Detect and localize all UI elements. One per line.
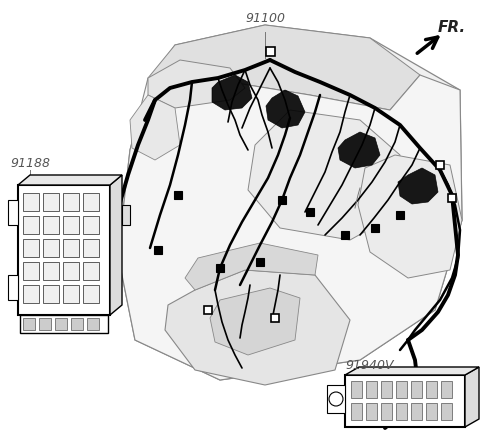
- Bar: [341, 231, 349, 239]
- Bar: [381, 403, 392, 420]
- Bar: [396, 211, 404, 219]
- Bar: [426, 403, 437, 420]
- Polygon shape: [165, 270, 350, 385]
- Bar: [39, 318, 51, 330]
- Bar: [351, 403, 362, 420]
- Bar: [351, 381, 362, 398]
- Bar: [345, 375, 465, 427]
- Bar: [18, 185, 110, 315]
- Polygon shape: [338, 132, 380, 168]
- Bar: [43, 239, 59, 257]
- Bar: [23, 193, 39, 211]
- Bar: [71, 318, 83, 330]
- Polygon shape: [398, 168, 438, 204]
- Bar: [381, 381, 392, 398]
- Text: 91188: 91188: [10, 156, 50, 170]
- Bar: [204, 306, 212, 314]
- Bar: [441, 403, 452, 420]
- Bar: [8, 275, 18, 300]
- Bar: [20, 315, 108, 333]
- Text: FR.: FR.: [438, 20, 466, 36]
- Bar: [23, 239, 39, 257]
- Bar: [83, 216, 99, 234]
- Polygon shape: [465, 367, 479, 427]
- Polygon shape: [358, 155, 462, 278]
- Text: 91100: 91100: [245, 12, 285, 24]
- Bar: [256, 258, 264, 266]
- Bar: [411, 381, 422, 398]
- Bar: [83, 262, 99, 280]
- Bar: [43, 216, 59, 234]
- Bar: [271, 314, 279, 322]
- Polygon shape: [118, 25, 462, 380]
- Bar: [366, 403, 377, 420]
- Bar: [174, 191, 182, 199]
- Polygon shape: [212, 75, 252, 110]
- Bar: [426, 381, 437, 398]
- Bar: [154, 246, 162, 254]
- Polygon shape: [210, 288, 300, 355]
- Polygon shape: [110, 175, 122, 315]
- Bar: [87, 318, 99, 330]
- Bar: [371, 224, 379, 232]
- Bar: [43, 193, 59, 211]
- Bar: [23, 262, 39, 280]
- Polygon shape: [185, 243, 318, 290]
- Bar: [63, 193, 79, 211]
- Polygon shape: [118, 75, 462, 380]
- Polygon shape: [18, 175, 122, 185]
- Polygon shape: [266, 90, 305, 128]
- Polygon shape: [345, 367, 479, 375]
- Bar: [43, 285, 59, 303]
- Circle shape: [329, 392, 343, 406]
- Bar: [411, 403, 422, 420]
- Polygon shape: [148, 60, 245, 108]
- Bar: [23, 216, 39, 234]
- Polygon shape: [148, 25, 420, 110]
- Bar: [396, 381, 407, 398]
- Bar: [448, 194, 456, 202]
- Bar: [265, 48, 275, 56]
- Bar: [122, 205, 130, 225]
- Bar: [441, 381, 452, 398]
- Bar: [43, 262, 59, 280]
- Bar: [63, 262, 79, 280]
- Bar: [63, 216, 79, 234]
- Bar: [396, 403, 407, 420]
- Bar: [23, 285, 39, 303]
- Text: 91940V: 91940V: [346, 358, 394, 372]
- Bar: [8, 200, 18, 225]
- Bar: [83, 285, 99, 303]
- Bar: [216, 264, 224, 272]
- Bar: [436, 161, 444, 169]
- Bar: [23, 318, 35, 330]
- Bar: [83, 239, 99, 257]
- Bar: [63, 239, 79, 257]
- Bar: [327, 385, 345, 413]
- Bar: [63, 285, 79, 303]
- Bar: [83, 193, 99, 211]
- Bar: [366, 381, 377, 398]
- Bar: [306, 208, 314, 216]
- Bar: [55, 318, 67, 330]
- Polygon shape: [130, 95, 180, 160]
- Bar: [278, 196, 286, 204]
- Polygon shape: [248, 110, 400, 240]
